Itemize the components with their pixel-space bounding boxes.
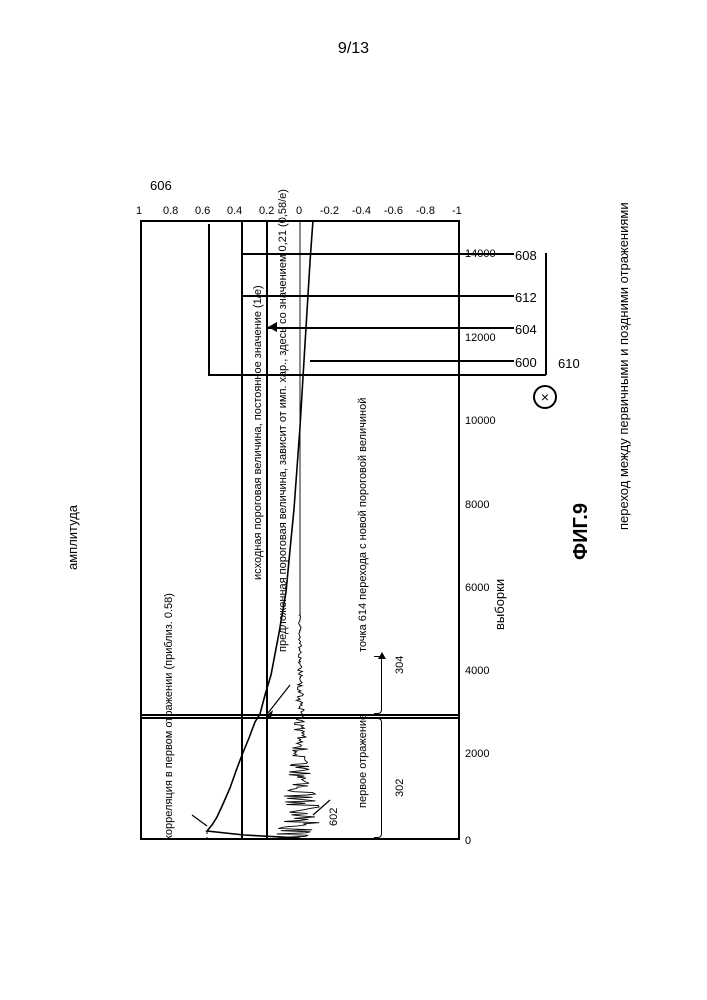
arrow-head-icon xyxy=(268,322,277,332)
arrow-head-icon xyxy=(378,652,386,659)
y-tick: -0.8 xyxy=(416,205,435,217)
y-tick: 0.8 xyxy=(163,205,178,217)
chart-title: переход между первичными и поздними отра… xyxy=(616,202,631,530)
line-612 xyxy=(242,295,514,297)
callout-304: 304 xyxy=(394,656,406,674)
callout-600: 600 xyxy=(515,355,537,370)
y-tick: -0.4 xyxy=(352,205,371,217)
corr-peak-annotation: корреляция в первом отражении (приблиз. … xyxy=(163,593,175,840)
x-tick: 6000 xyxy=(465,582,489,594)
y-tick: 0 xyxy=(296,205,302,217)
y-tick: 0.6 xyxy=(195,205,210,217)
chart-svg xyxy=(140,220,460,840)
threshold-proposed-label: предложенная пороговая величина, зависит… xyxy=(277,189,289,652)
callout-614-arrow xyxy=(268,685,290,713)
line-600 xyxy=(310,360,514,362)
callout-612: 612 xyxy=(515,290,537,305)
multiplier-icon: × xyxy=(533,385,557,409)
figure-caption: ФИГ.9 xyxy=(570,503,593,560)
corr-peak-arrow xyxy=(192,815,207,826)
y-tick: 1 xyxy=(136,205,142,217)
callout-614-text: точка 614 перехода с новой пороговой вел… xyxy=(357,398,369,652)
callout-602: 602 xyxy=(328,808,340,826)
callout-610: 610 xyxy=(558,356,580,371)
corr-peak-text: корреляция в первом отражении (приблиз. … xyxy=(163,593,175,840)
x-tick: 12000 xyxy=(465,332,496,344)
callout-604: 604 xyxy=(515,322,537,337)
brace-302 xyxy=(374,718,382,838)
x-tick: 10000 xyxy=(465,415,496,427)
y-axis-label: амплитуда xyxy=(65,505,80,570)
figure-9: переход между первичными и поздними отра… xyxy=(60,100,650,900)
y-tick: 0.4 xyxy=(227,205,242,217)
v610-line xyxy=(545,253,547,375)
h610-line xyxy=(208,374,546,376)
y-tick: -1 xyxy=(452,205,462,217)
callout-608: 608 xyxy=(515,248,537,263)
x-tick: 2000 xyxy=(465,748,489,760)
first-reflection-label: первое отражение xyxy=(357,714,369,808)
line-604 xyxy=(267,327,514,329)
line-608 xyxy=(242,253,514,255)
page-number: 9/13 xyxy=(338,40,369,58)
v606-line xyxy=(208,224,210,374)
x-axis-label: выборки xyxy=(492,579,507,630)
x-tick: 8000 xyxy=(465,499,489,511)
y-tick: -0.6 xyxy=(384,205,403,217)
callout-302: 302 xyxy=(394,779,406,797)
threshold-original-label: исходная пороговая величина, постоянное … xyxy=(252,285,264,580)
y-tick: 0.2 xyxy=(259,205,274,217)
x-tick: 0 xyxy=(465,835,471,847)
brace-304 xyxy=(374,656,382,714)
y-tick: -0.2 xyxy=(320,205,339,217)
callout-606: 606 xyxy=(150,178,172,193)
x-tick: 4000 xyxy=(465,665,489,677)
